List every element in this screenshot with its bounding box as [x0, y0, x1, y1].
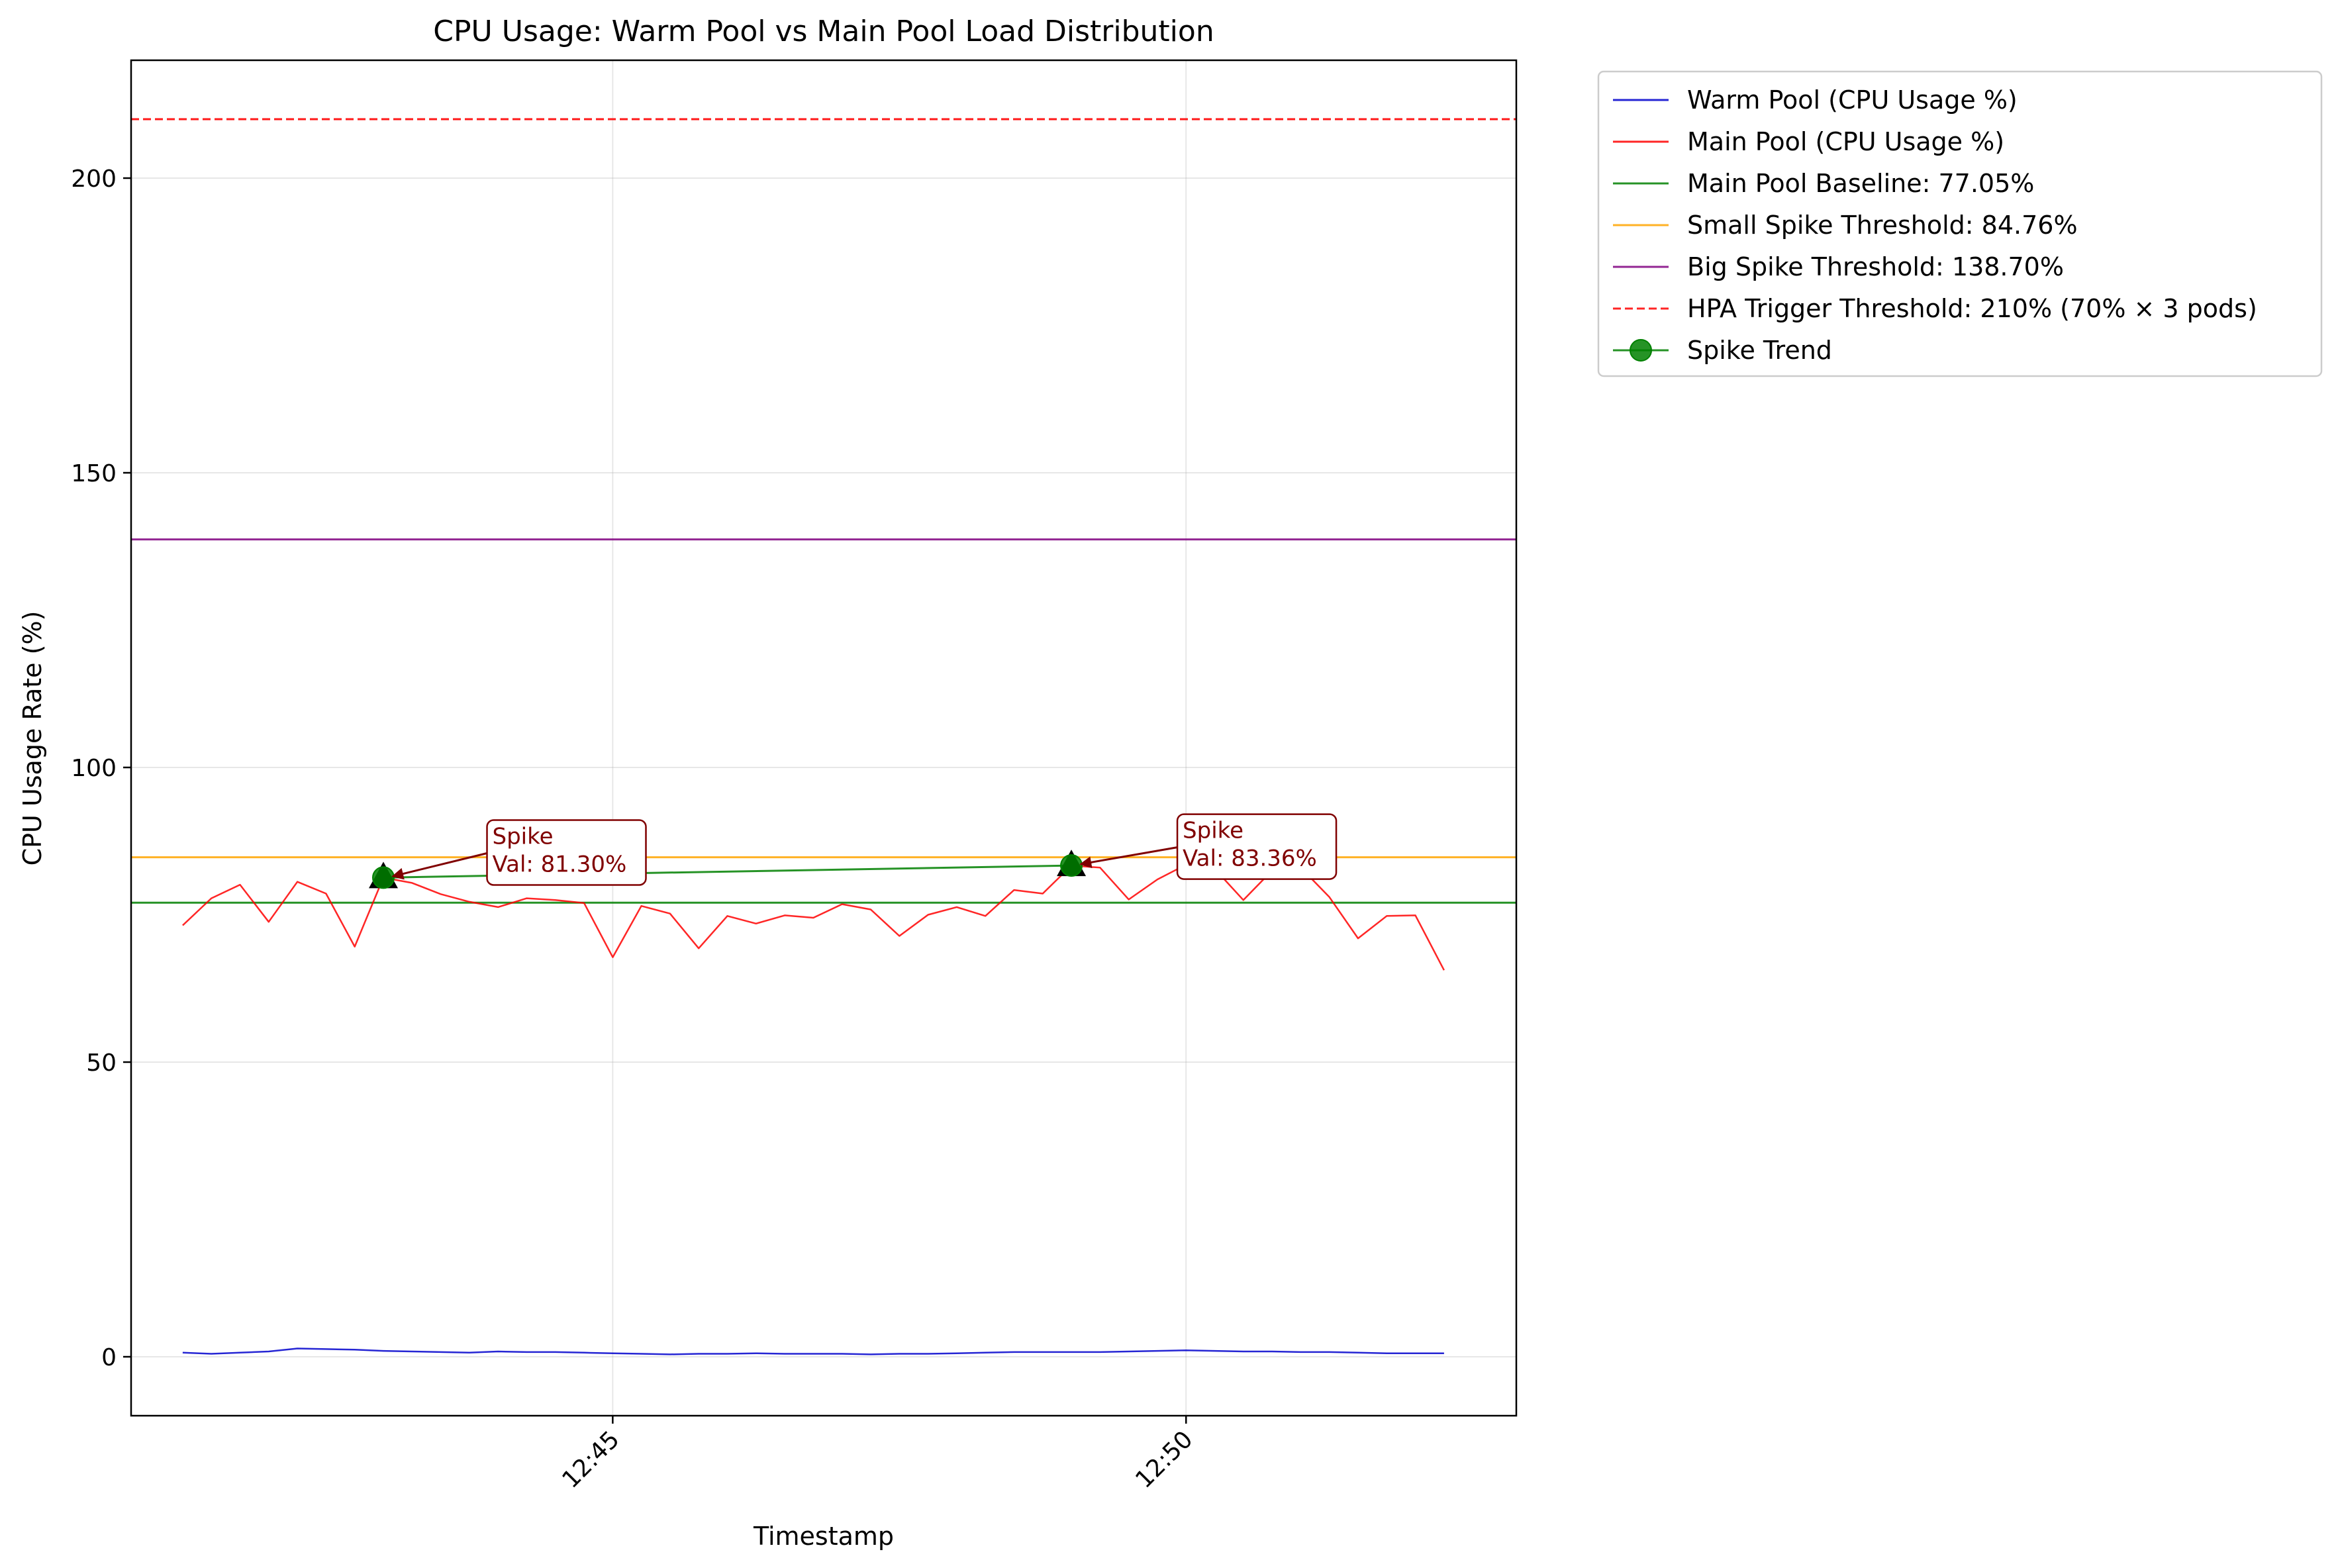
- y-tick-label: 0: [101, 1344, 117, 1371]
- legend-marker: [1630, 339, 1652, 362]
- y-axis: 0 50 100 150 200: [71, 166, 131, 1371]
- annotation-box: [486, 819, 647, 886]
- y-tick-label: 100: [71, 755, 117, 782]
- legend-label: Big Spike Threshold: 138.70%: [1687, 252, 2064, 281]
- legend-label: Main Pool Baseline: 77.05%: [1687, 169, 2034, 198]
- annotation-arrow: [391, 852, 487, 880]
- x-axis: 12:45 12:50: [557, 1416, 1198, 1494]
- series-line: [182, 863, 1445, 971]
- annotation-box: [1176, 813, 1338, 880]
- legend-label: Small Spike Threshold: 84.76%: [1687, 211, 2078, 240]
- x-tick-label: 12:50: [1130, 1426, 1198, 1493]
- spike-marker-dot: [1060, 854, 1083, 877]
- y-tick-label: 50: [86, 1050, 117, 1077]
- legend: Warm Pool (CPU Usage %) Main Pool (CPU Us…: [1597, 70, 2323, 377]
- legend-label: HPA Trigger Threshold: 210% (70% × 3 pod…: [1687, 294, 2257, 323]
- plot-area: [131, 118, 1516, 1355]
- annotation-value: Val: 83.36%: [1183, 846, 1317, 872]
- annotation-value: Val: 81.30%: [493, 852, 627, 878]
- y-tick-label: 200: [71, 166, 117, 193]
- legend-label: Warm Pool (CPU Usage %): [1687, 85, 2018, 115]
- annotation-title: Spike: [493, 824, 554, 850]
- legend-box: [1597, 70, 2323, 377]
- annotation-arrow: [1079, 846, 1178, 869]
- y-tick-label: 150: [71, 460, 117, 487]
- y-axis-label: CPU Usage Rate (%): [18, 611, 47, 866]
- x-axis-label: Timestamp: [753, 1522, 894, 1551]
- chart-title: CPU Usage: Warm Pool vs Main Pool Load D…: [433, 15, 1214, 48]
- series-line: [182, 1348, 1444, 1355]
- annotation-title: Spike: [1183, 818, 1243, 844]
- grid: [131, 60, 1516, 1416]
- plot-frame: [130, 59, 1518, 1417]
- legend-label: Spike Trend: [1687, 336, 1832, 365]
- legend-label: Main Pool (CPU Usage %): [1687, 127, 2004, 156]
- spike-marker-dot: [371, 866, 395, 889]
- x-tick-label: 12:45: [557, 1426, 624, 1493]
